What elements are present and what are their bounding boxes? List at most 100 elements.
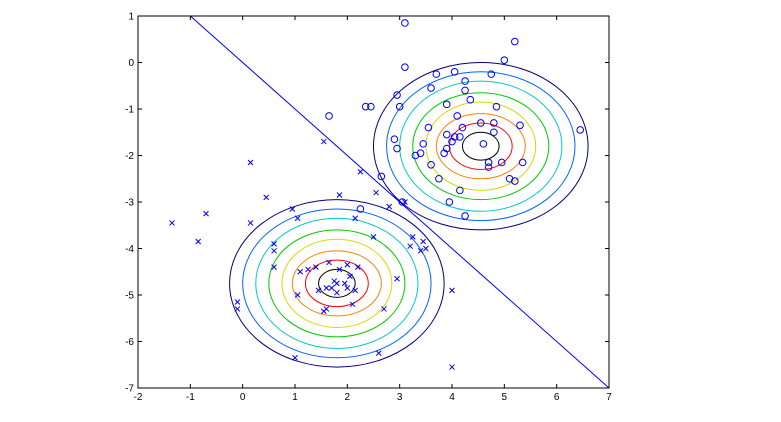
- o-marker: [424, 123, 433, 132]
- o-marker: [398, 198, 407, 206]
- x-marker-stroke: [354, 264, 361, 270]
- x-marker: [402, 199, 408, 205]
- x-marker: [247, 159, 254, 166]
- o-marker: [445, 198, 454, 206]
- x-marker-stroke: [247, 159, 254, 166]
- x-marker-stroke: [169, 220, 175, 226]
- x-marker: [313, 264, 319, 270]
- x-marker-stroke: [320, 138, 327, 145]
- o-marker: [435, 174, 443, 183]
- o-marker: [479, 140, 488, 148]
- x-marker-stroke: [289, 206, 296, 212]
- x-marker: [422, 245, 429, 252]
- o-marker: [518, 158, 527, 167]
- contour-ring: [268, 229, 406, 338]
- o-marker: [442, 130, 451, 139]
- o-marker: [476, 119, 485, 127]
- x-marker: [344, 261, 351, 268]
- o-marker: [484, 158, 493, 167]
- x-marker-stroke: [344, 261, 351, 268]
- o-marker: [456, 133, 464, 141]
- o-marker: [419, 140, 428, 148]
- x-marker-stroke: [315, 287, 322, 294]
- x-marker-stroke: [420, 238, 427, 245]
- contour-ring: [318, 268, 356, 298]
- contour-ring: [291, 250, 382, 317]
- contour-ring: [386, 71, 576, 222]
- x-marker: [247, 220, 254, 226]
- axis-layer: -2 -1 0 1 2 3 4 5 6 7 -7 -6 -5 -4 -3 -2 -1 0 1: [125, 12, 612, 404]
- x-marker: [334, 289, 340, 296]
- y-tick-label: 1: [128, 12, 134, 23]
- x-marker-stroke: [326, 259, 332, 266]
- x-marker: [394, 275, 400, 282]
- x-marker: [294, 215, 301, 222]
- x-marker: [352, 215, 359, 222]
- x-marker: [328, 285, 335, 291]
- x-marker: [381, 306, 387, 312]
- x-marker: [375, 350, 382, 356]
- x-marker: [336, 192, 343, 198]
- contour-ring: [281, 238, 393, 329]
- x-marker-stroke: [334, 280, 340, 287]
- x-marker-stroke: [336, 266, 343, 273]
- o-marker: [325, 112, 333, 120]
- o-marker: [516, 121, 524, 130]
- x-tick-label: 3: [397, 392, 403, 403]
- x-marker: [347, 273, 353, 280]
- x-marker: [320, 138, 327, 145]
- x-tick-label: 4: [449, 392, 455, 403]
- x-marker: [292, 354, 298, 361]
- o-marker: [377, 172, 386, 181]
- o-marker: [367, 102, 375, 111]
- x-marker-stroke: [334, 289, 340, 296]
- x-marker-stroke: [449, 287, 455, 294]
- x-marker: [234, 306, 241, 312]
- decision-boundary-layer: [190, 16, 609, 388]
- x-marker-stroke: [336, 192, 343, 198]
- contour-ring: [229, 199, 445, 368]
- x-marker-stroke: [449, 364, 455, 370]
- x-marker: [449, 364, 455, 370]
- x-marker-stroke: [234, 299, 241, 305]
- x-marker-stroke: [297, 268, 304, 275]
- x-marker-stroke: [352, 215, 359, 222]
- o-marker: [416, 149, 425, 157]
- o-marker: [500, 56, 509, 64]
- y-tick-label: -6: [125, 337, 134, 348]
- x-marker: [271, 264, 277, 270]
- x-marker: [195, 238, 202, 245]
- x-tick-label: -2: [134, 392, 143, 403]
- x-marker-stroke: [323, 306, 330, 312]
- o-marker: [401, 19, 409, 27]
- o-marker: [458, 123, 467, 132]
- y-tick-label: -3: [125, 198, 134, 209]
- x-marker: [263, 194, 270, 201]
- o-marker: [490, 128, 498, 137]
- x-marker: [407, 243, 413, 250]
- x-marker-stroke: [375, 350, 382, 356]
- o-marker: [576, 126, 585, 134]
- x-tick-label: 2: [345, 392, 351, 403]
- x-marker: [357, 168, 364, 175]
- point-layer: [169, 19, 585, 370]
- x-marker: [341, 280, 348, 287]
- o-marker: [395, 102, 404, 111]
- o-marker: [427, 161, 435, 169]
- x-marker: [271, 240, 277, 247]
- x-marker-stroke: [357, 168, 364, 175]
- x-tick-label: -1: [186, 392, 195, 403]
- x-marker: [386, 203, 393, 210]
- x-marker-stroke: [247, 220, 254, 226]
- decision-boundary-line: [190, 16, 609, 388]
- x-marker: [289, 206, 296, 212]
- x-marker: [373, 189, 379, 196]
- x-marker-stroke: [263, 194, 270, 201]
- x-marker: [349, 301, 356, 308]
- x-marker: [271, 247, 277, 254]
- o-marker: [487, 70, 496, 78]
- o-marker: [492, 102, 501, 111]
- x-marker: [203, 210, 209, 217]
- o-marker: [401, 63, 409, 71]
